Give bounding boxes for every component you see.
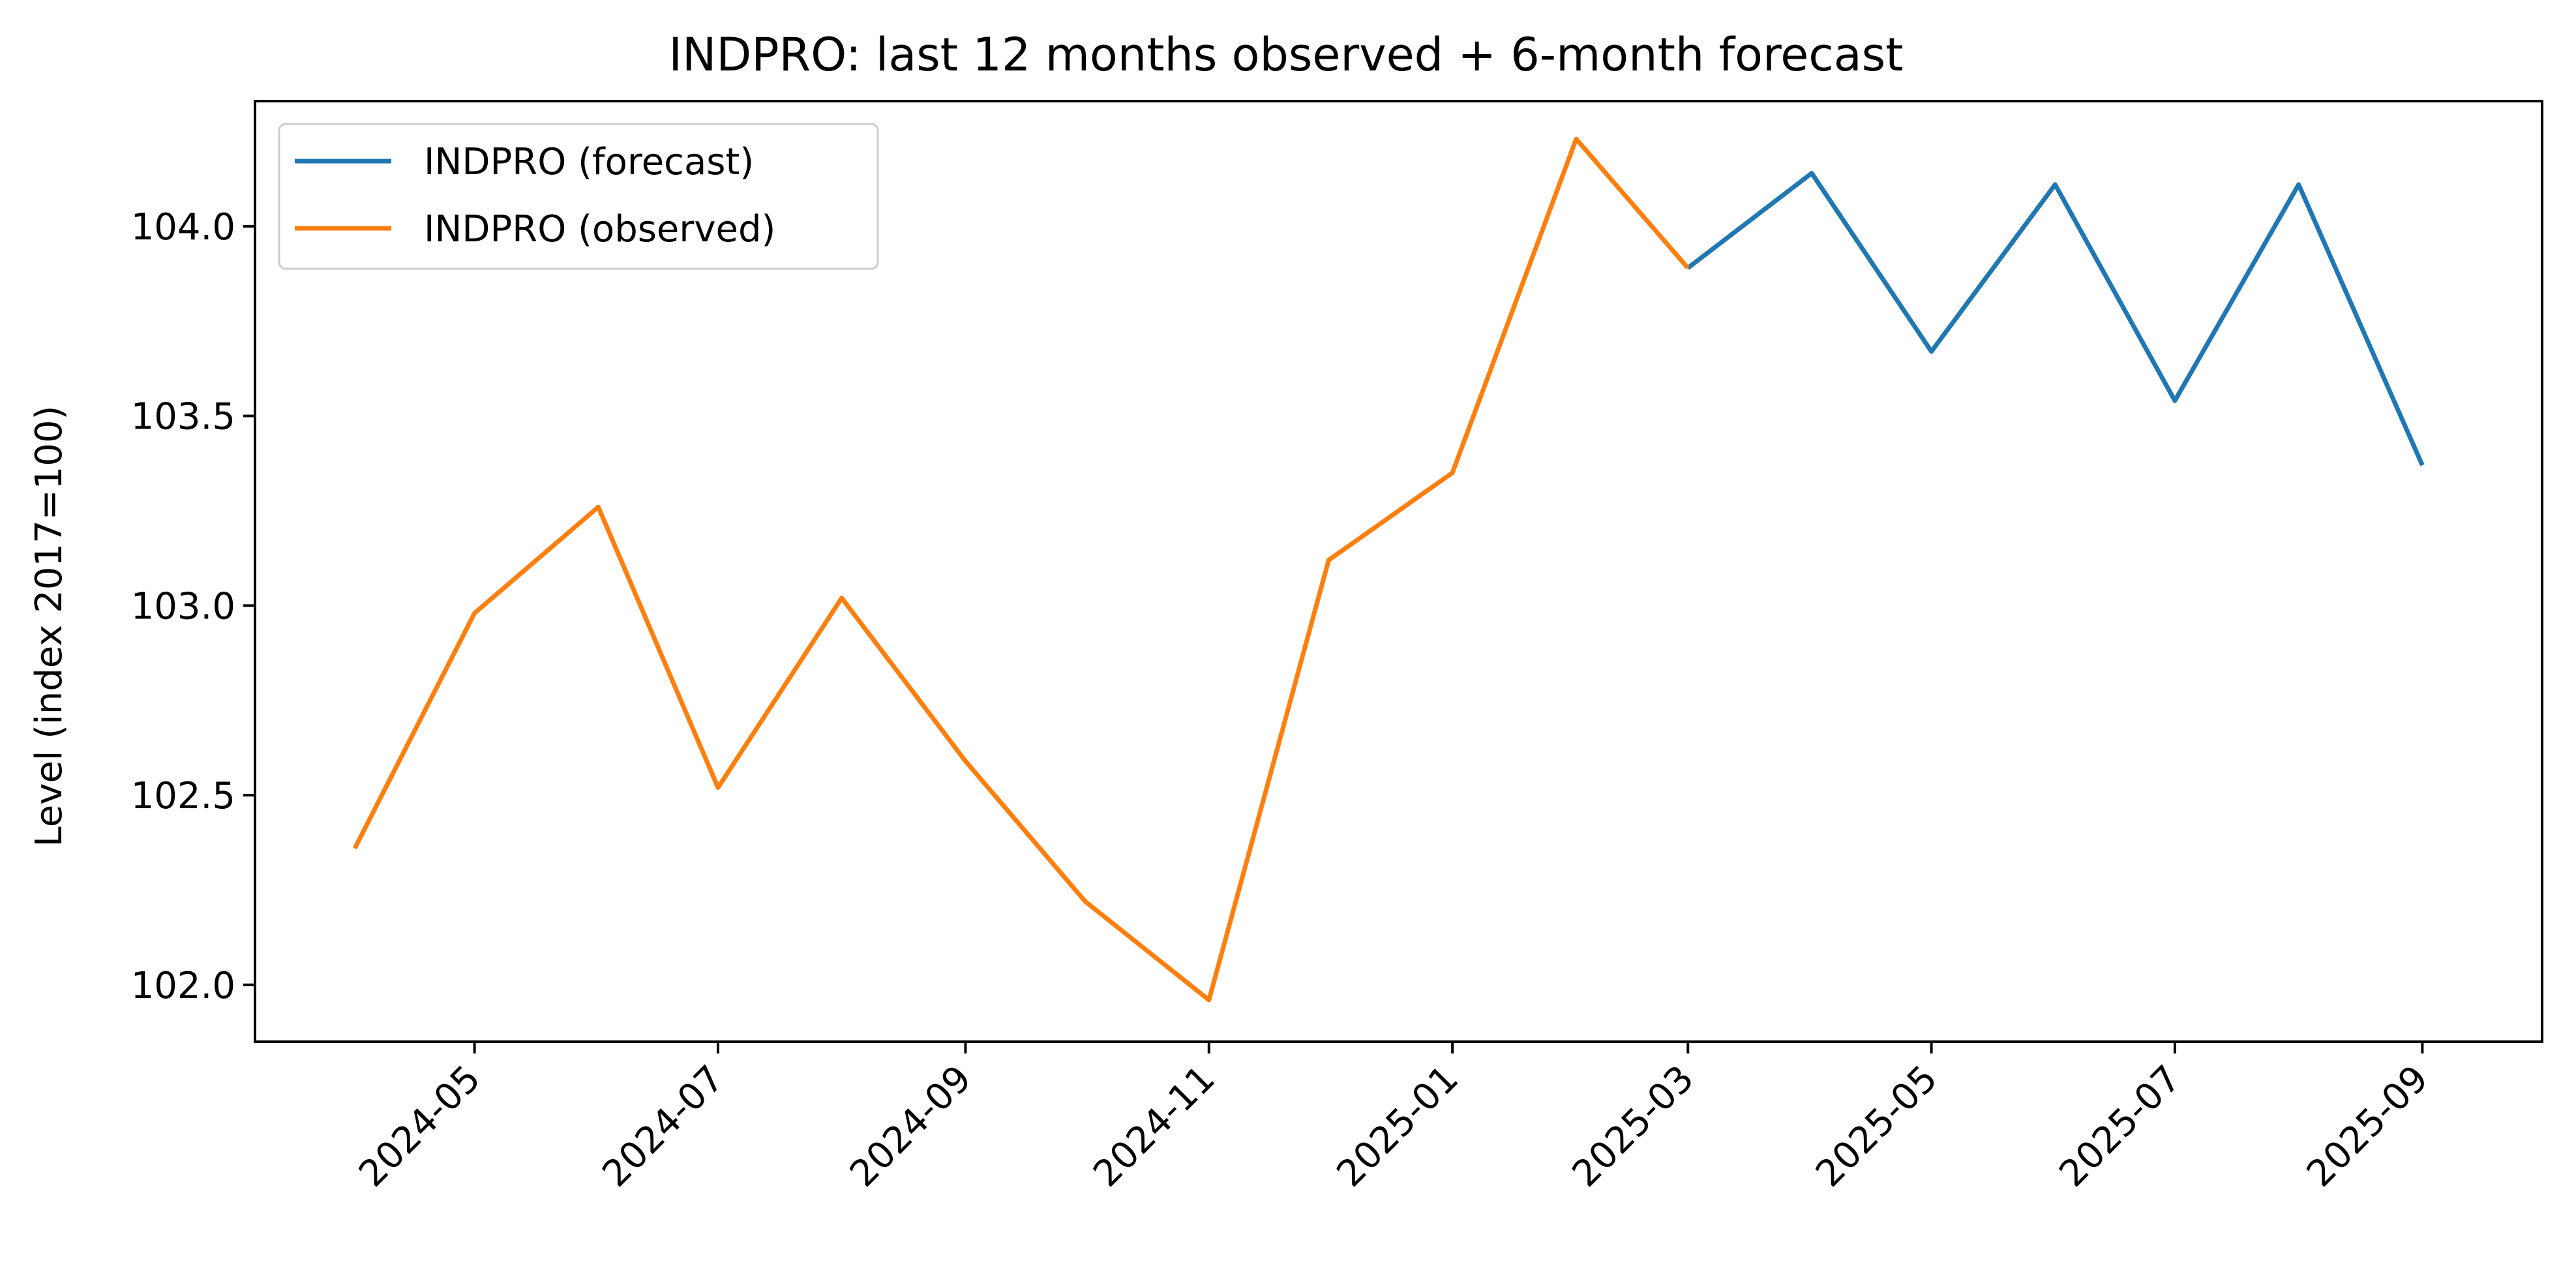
legend: INDPRO (forecast) INDPRO (observed) (278, 123, 879, 270)
legend-label-observed: INDPRO (observed) (424, 208, 775, 250)
series-layer (352, 136, 2425, 1003)
y-axis-ticks: 102.0 102.5 103.0 103.5 104.0 (131, 206, 255, 1007)
y-tick-label: 103.5 (131, 396, 235, 438)
series-line-indpro-forecast (1686, 171, 2425, 466)
chart-title: INDPRO: last 12 months observed + 6-mont… (668, 28, 1903, 82)
y-tick-label: 102.5 (131, 775, 235, 817)
series-line-indpro-observed (352, 136, 1690, 1003)
y-tick-label: 103.0 (131, 585, 235, 628)
plot-area-frame (254, 100, 2543, 1043)
legend-label-forecast: INDPRO (forecast) (424, 141, 754, 183)
y-axis-label: Level (index 2017=100) (28, 406, 70, 847)
legend-box (278, 123, 879, 270)
y-tick-label: 104.0 (131, 206, 235, 249)
y-tick-label: 102.0 (131, 965, 235, 1007)
